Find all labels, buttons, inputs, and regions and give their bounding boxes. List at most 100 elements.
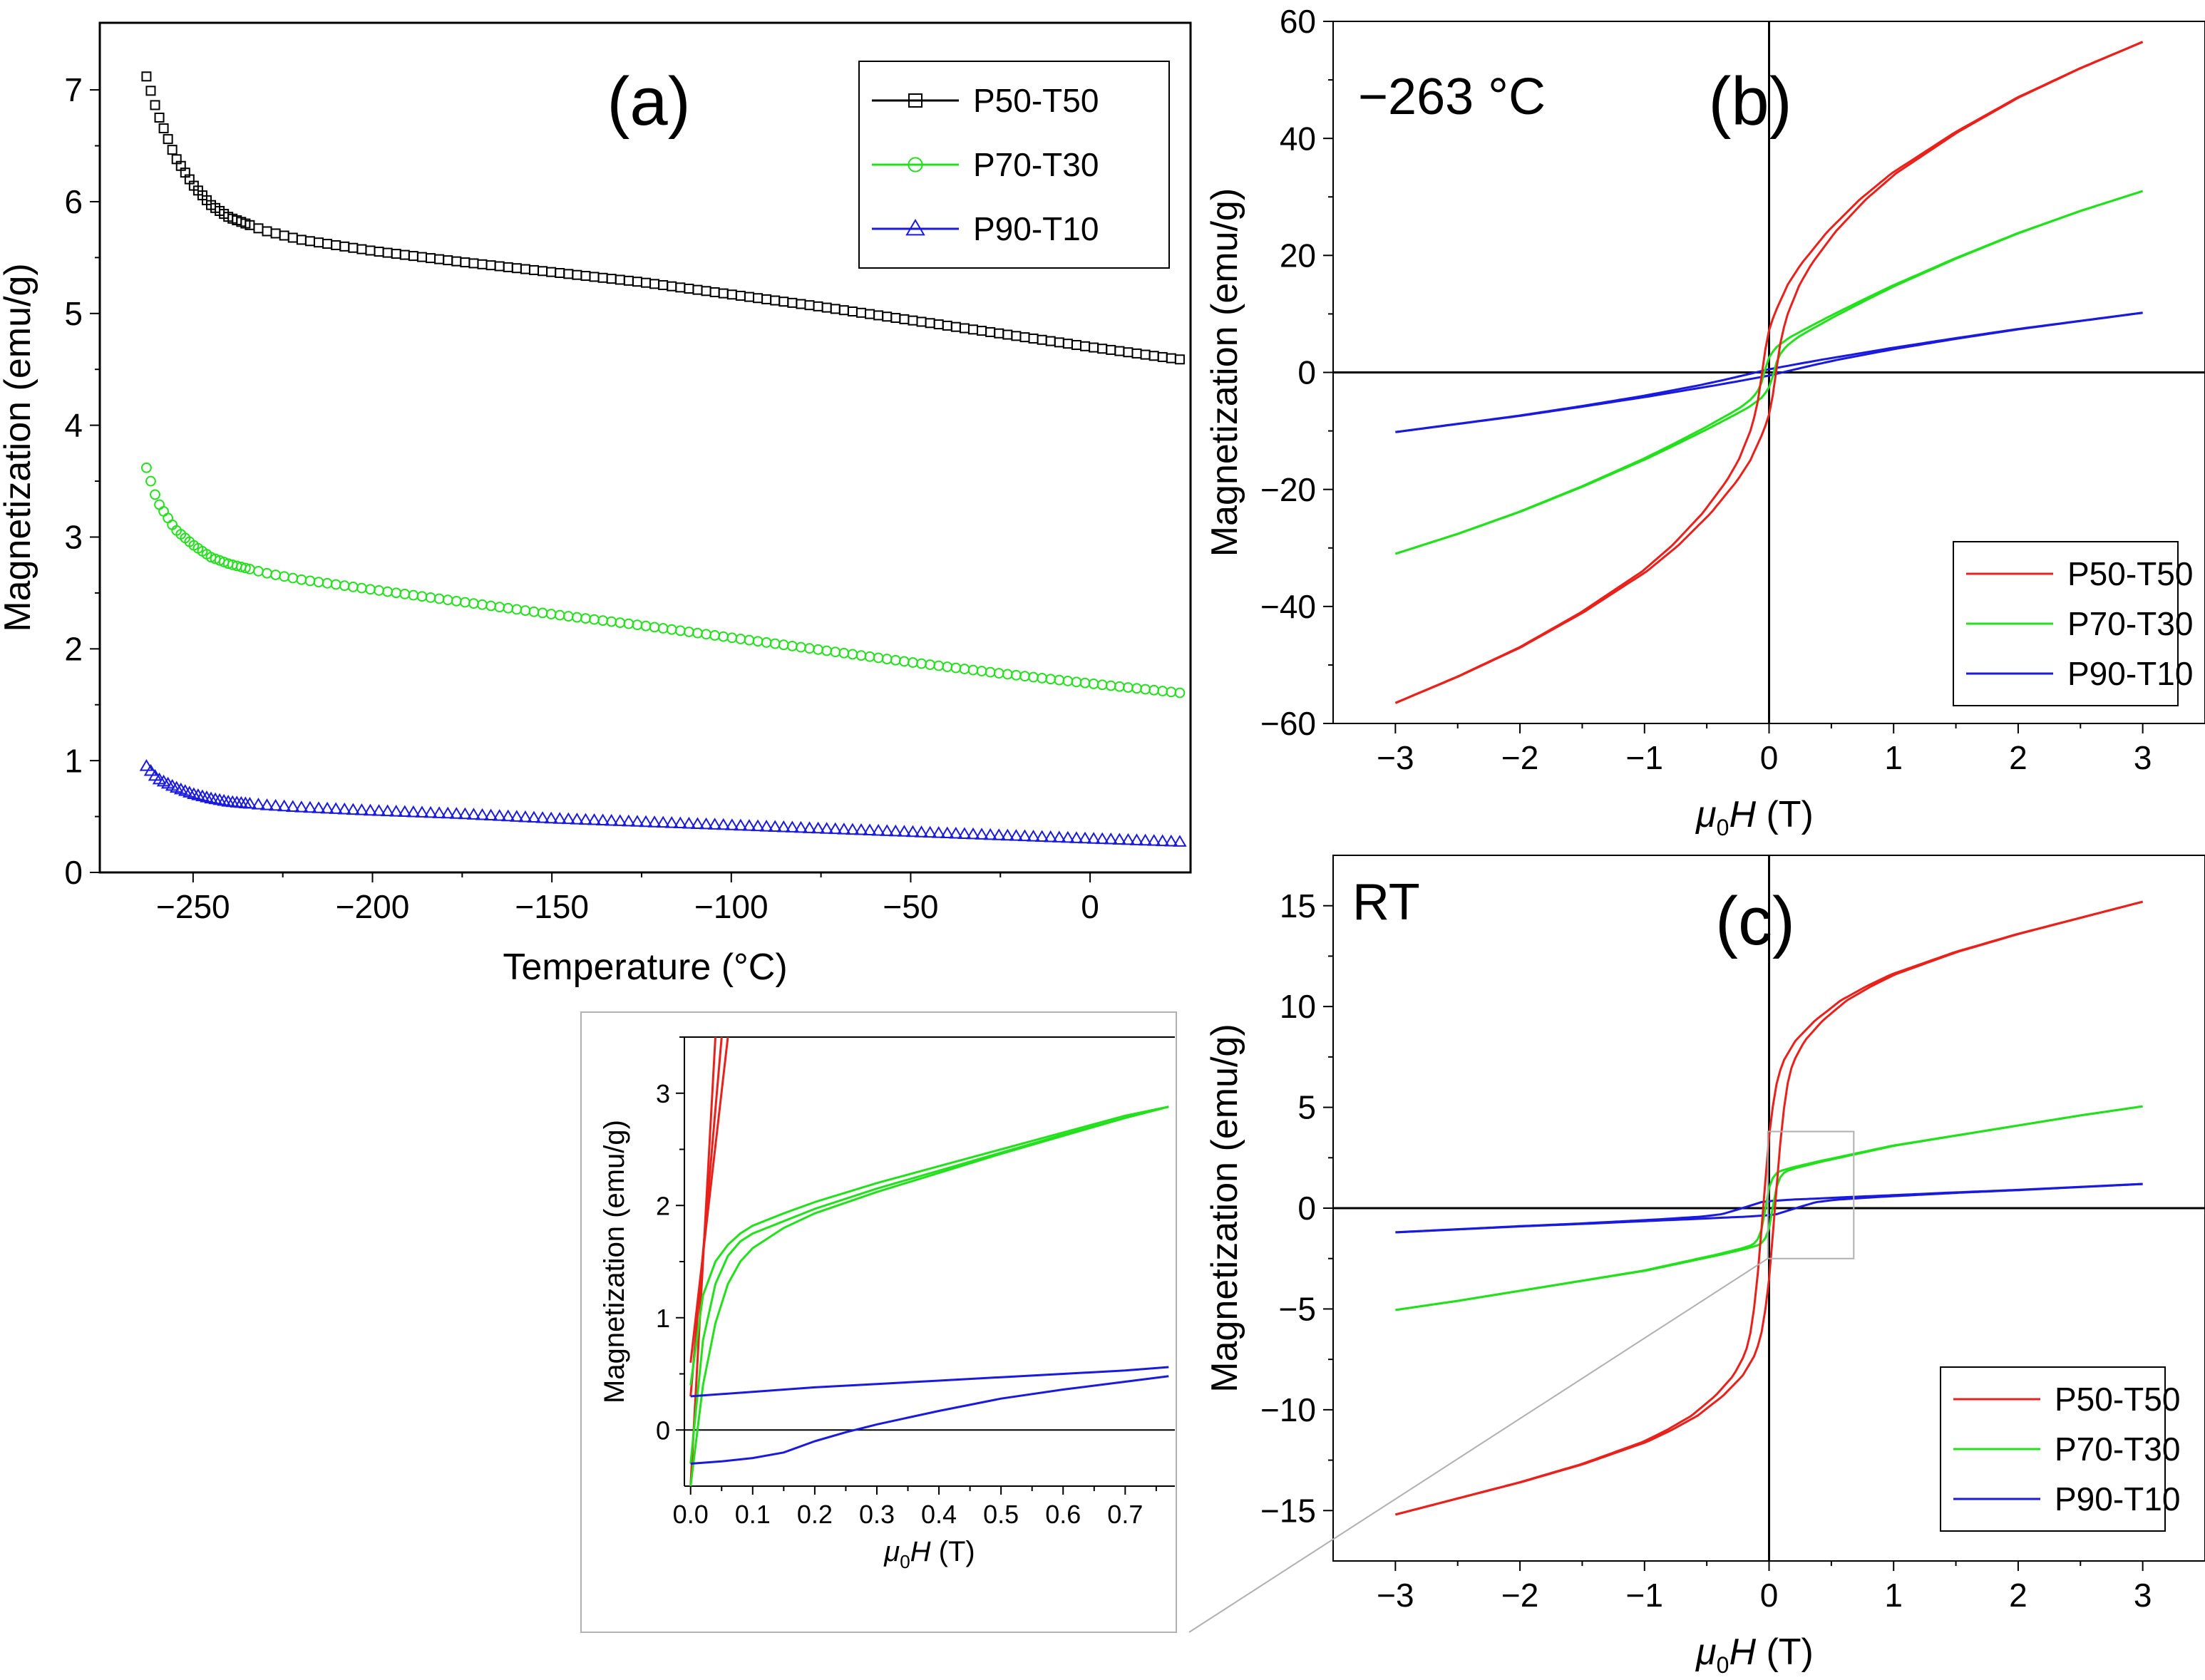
data-point-p50-t50 (1157, 351, 1168, 362)
data-point-p90-t10 (673, 816, 688, 829)
data-point-p50-t50 (606, 274, 617, 284)
data-point-p50-t50 (735, 290, 746, 301)
data-point-p90-t10 (1155, 834, 1170, 847)
x-tick-label: 3 (2134, 1577, 2152, 1614)
x-axis-label-mu: μ (1695, 1632, 1717, 1673)
data-point-p50-t50 (1062, 339, 1073, 349)
data-point-p90-t10 (208, 792, 222, 805)
data-point-p70-t30 (898, 656, 910, 667)
data-point-p70-t30 (1157, 686, 1168, 696)
data-point-p90-t10 (811, 821, 826, 834)
inset-x-tick-label: 0.2 (797, 1500, 833, 1529)
legend-label-p90-t10: P90-T10 (2055, 1480, 2180, 1517)
data-point-p70-t30 (985, 666, 996, 678)
data-point-p70-t30 (442, 594, 453, 606)
data-point-p50-t50 (641, 277, 652, 288)
data-point-p90-t10 (527, 810, 541, 823)
data-point-p70-t30 (416, 591, 428, 602)
data-point-p50-t50 (813, 301, 823, 311)
data-point-p50-t50 (1106, 344, 1116, 355)
data-point-p70-t30 (425, 592, 436, 603)
y-tick-label: −60 (1260, 705, 1316, 742)
data-point-p90-t10 (432, 806, 446, 818)
x-tick-label: −2 (1501, 1577, 1538, 1614)
data-point-p90-t10 (776, 820, 791, 833)
data-point-p90-t10 (1069, 831, 1084, 843)
data-point-p70-t30 (597, 615, 609, 627)
data-point-p50-t50 (1011, 331, 1022, 341)
data-point-p70-t30 (141, 462, 152, 473)
y-axis-label: Magnetization (emu/g) (1204, 1024, 1245, 1392)
data-point-p90-t10 (294, 800, 309, 813)
data-point-p90-t10 (1026, 829, 1041, 842)
data-point-p90-t10 (204, 791, 218, 804)
data-point-p90-t10 (819, 822, 834, 834)
inset-x-label-var: H (910, 1536, 931, 1567)
data-point-p90-t10 (552, 812, 567, 824)
data-point-p70-t30 (347, 581, 359, 592)
data-point-p90-t10 (1095, 832, 1109, 845)
y-tick-label: 0 (64, 854, 83, 891)
data-point-p90-t10 (639, 815, 653, 828)
data-point-p50-t50 (443, 255, 453, 266)
data-point-p50-t50 (623, 275, 634, 286)
data-point-p50-t50 (287, 232, 298, 243)
data-point-p50-t50 (382, 247, 393, 258)
data-point-p70-t30 (580, 613, 591, 624)
data-point-p90-t10 (143, 763, 158, 776)
data-point-p90-t10 (217, 793, 231, 806)
data-point-p70-t30 (365, 584, 376, 595)
y-tick-label: 5 (1297, 1089, 1316, 1126)
data-point-p90-t10 (212, 793, 227, 805)
data-point-p70-t30 (1131, 683, 1142, 694)
data-point-p90-t10 (845, 823, 860, 835)
data-point-p90-t10 (664, 816, 679, 828)
data-point-p50-t50 (726, 289, 737, 300)
x-tick-label: −50 (883, 888, 938, 925)
x-tick-label: 2 (2009, 1577, 2027, 1614)
x-tick-label: −2 (1501, 739, 1538, 776)
data-point-p90-t10 (312, 801, 326, 813)
curve-p50-t50-branch-down (1395, 900, 2143, 1516)
panel-label-b: (b) (1708, 63, 1792, 140)
data-point-p90-t10 (630, 815, 644, 827)
inset-y-tick-label: 2 (656, 1191, 670, 1220)
data-point-p50-t50 (555, 268, 565, 279)
data-point-p70-t30 (830, 646, 841, 658)
data-point-p70-t30 (1079, 677, 1091, 689)
data-point-p90-t10 (656, 815, 670, 828)
data-point-p90-t10 (268, 798, 283, 811)
x-axis-label: Temperature (°C) (503, 947, 787, 988)
data-point-p90-t10 (931, 826, 946, 838)
inset-y-tick-label: 3 (656, 1079, 670, 1108)
legend-label-p70-t30: P70-T30 (973, 146, 1099, 183)
data-point-p50-t50 (916, 316, 927, 327)
x-tick-label: −250 (156, 888, 230, 925)
data-point-p50-t50 (675, 282, 686, 293)
data-point-p70-t30 (632, 619, 643, 631)
data-point-p50-t50 (744, 292, 754, 302)
data-point-p70-t30 (1019, 671, 1030, 682)
data-point-p90-t10 (1146, 834, 1161, 846)
data-point-p50-t50 (546, 267, 557, 277)
data-point-p90-t10 (320, 801, 334, 814)
data-point-p70-t30 (382, 586, 394, 597)
data-point-p90-t10 (595, 813, 610, 825)
legend-label-p50-t50: P50-T50 (2055, 1381, 2180, 1418)
y-tick-label: −15 (1260, 1492, 1316, 1529)
data-point-p70-t30 (908, 657, 918, 668)
data-point-p90-t10 (1034, 830, 1049, 842)
x-tick-label: 1 (1884, 739, 1903, 776)
x-tick-label: 1 (1884, 1577, 1903, 1614)
x-tick-label: −100 (694, 888, 769, 925)
data-point-p70-t30 (1071, 676, 1082, 688)
data-point-p90-t10 (1129, 833, 1144, 845)
data-point-p70-t30 (339, 580, 350, 592)
data-point-p70-t30 (796, 641, 806, 653)
data-point-p90-t10 (380, 804, 395, 817)
data-point-p70-t30 (864, 651, 875, 662)
data-point-p50-t50 (270, 228, 281, 239)
data-point-p50-t50 (753, 293, 764, 304)
inset-x-label-sub: 0 (900, 1551, 910, 1572)
